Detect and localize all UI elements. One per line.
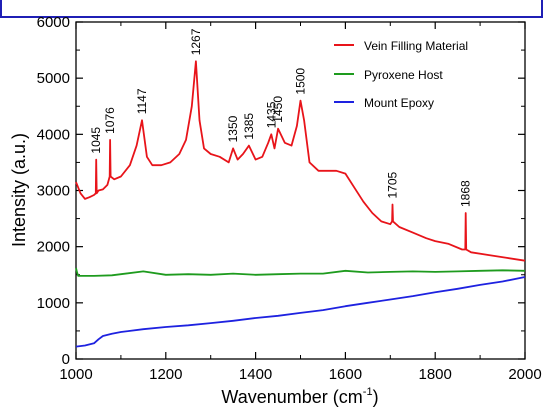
x-tick-label: 1800 xyxy=(419,366,452,383)
peak-label: 1705 xyxy=(386,171,400,198)
y-tick-label: 6000 xyxy=(37,14,70,31)
peak-label: 1500 xyxy=(294,68,308,95)
x-tick-label: 1400 xyxy=(239,366,272,383)
x-tick-label: 2000 xyxy=(508,366,541,383)
y-tick-label: 3000 xyxy=(37,183,70,200)
x-axis-title-main: Wavenumber (cm xyxy=(221,387,362,407)
peak-label: 1350 xyxy=(226,115,240,142)
peak-label: 1450 xyxy=(271,96,285,123)
y-tick-label: 2000 xyxy=(37,239,70,256)
x-tick-label: 1200 xyxy=(149,366,182,383)
series-line-pyroxene-host xyxy=(75,267,526,277)
peak-label: 1267 xyxy=(189,28,203,55)
series-line-mount-epoxy xyxy=(75,276,526,348)
x-axis-title-superscript: -1 xyxy=(363,386,373,398)
peak-label: 1435 xyxy=(264,101,278,128)
peak-label: 1045 xyxy=(89,127,103,154)
x-axis-title: Wavenumber (cm-1) xyxy=(221,386,378,407)
peak-label: 1385 xyxy=(242,113,256,140)
y-tick-label: 4000 xyxy=(37,126,70,143)
x-tick-label: 1000 xyxy=(59,366,92,383)
peak-label: 1076 xyxy=(103,107,117,134)
x-axis-title-suffix: ) xyxy=(373,387,379,407)
legend-label-epoxy: Mount Epoxy xyxy=(364,96,434,110)
legend-label-vein: Vein Filling Material xyxy=(364,39,468,53)
y-tick-label: 0 xyxy=(62,351,70,368)
y-tick-label: 5000 xyxy=(37,70,70,87)
y-tick-label: 1000 xyxy=(37,295,70,312)
peak-label: 1147 xyxy=(135,88,149,114)
peak-label: 1868 xyxy=(459,180,473,207)
legend: Vein Filling Material Pyroxene Host Moun… xyxy=(334,39,468,110)
y-axis-title: Intensity (a.u.) xyxy=(9,133,29,247)
legend-label-pyroxene: Pyroxene Host xyxy=(364,68,443,82)
top-frame-border xyxy=(0,0,543,18)
series-line-vein-filling-material xyxy=(75,60,526,262)
x-tick-label: 1600 xyxy=(329,366,362,383)
